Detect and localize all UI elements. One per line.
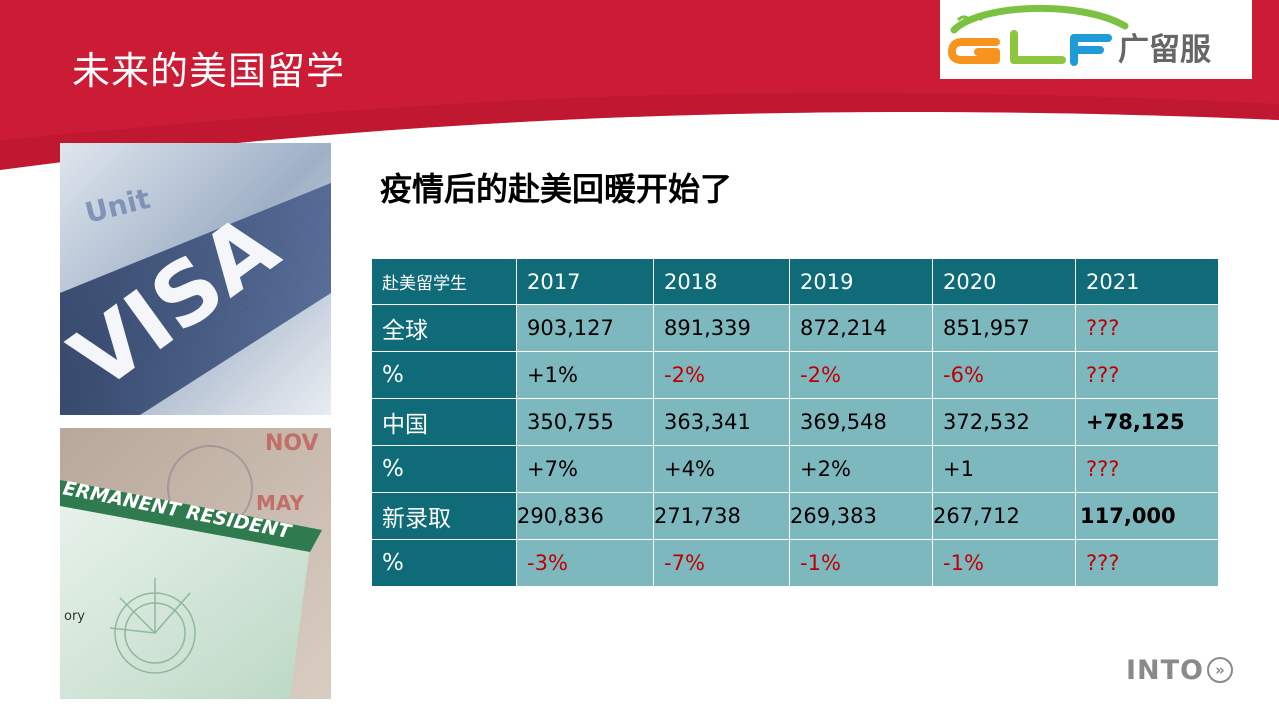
stamp-may-text: MAY xyxy=(256,491,304,515)
table-cell: -1% xyxy=(932,539,1076,587)
header-cell-year: 2018 xyxy=(653,258,790,305)
header-cell-year: 2021 xyxy=(1075,258,1219,305)
row-label: % xyxy=(371,539,517,587)
table-cell: 350,755 xyxy=(516,398,654,446)
slide-title: 未来的美国留学 xyxy=(72,49,346,93)
double-chevron-right-icon: » xyxy=(1207,657,1233,683)
table-cell: ??? xyxy=(1075,445,1219,493)
table-row-new-admissions-percent: % -3% -7% -1% -1% ??? xyxy=(371,539,1219,587)
table-cell: -3% xyxy=(516,539,654,587)
header-cell-label: 赴美留学生 xyxy=(371,258,517,305)
green-card-photo: NOV MAY ERMANENT RESIDENT ory xyxy=(60,428,331,699)
table-cell: 271,738 xyxy=(653,492,790,540)
table-cell: 290,836 xyxy=(516,492,654,540)
table-cell: +78,125 xyxy=(1075,398,1219,446)
table-cell: 372,532 xyxy=(932,398,1076,446)
table-cell: ??? xyxy=(1075,539,1219,587)
header-cell-year: 2017 xyxy=(516,258,654,305)
table-cell: +2% xyxy=(789,445,933,493)
students-table: 赴美留学生 2017 2018 2019 2020 2021 全球 903,12… xyxy=(371,258,1219,587)
table-row-global-percent: % +1% -2% -2% -6% ??? xyxy=(371,351,1219,399)
visa-photo: VISA Unit xyxy=(60,143,331,415)
table-cell: 267,712 xyxy=(932,492,1076,540)
table-cell: -1% xyxy=(789,539,933,587)
table-cell: 117,000 xyxy=(1075,492,1219,540)
card-partial-text: ory xyxy=(64,609,85,624)
table-cell: 369,548 xyxy=(789,398,933,446)
table-row-china: 中国 350,755 363,341 369,548 372,532 +78,1… xyxy=(371,398,1219,446)
table-cell: +1 xyxy=(932,445,1076,493)
table-cell: 872,214 xyxy=(789,304,933,352)
table-cell: +1% xyxy=(516,351,654,399)
slide-subtitle: 疫情后的赴美回暖开始了 xyxy=(380,170,733,208)
table-cell: 891,339 xyxy=(653,304,790,352)
row-label: 全球 xyxy=(371,304,517,352)
row-label: 中国 xyxy=(371,398,517,446)
table-cell: -7% xyxy=(653,539,790,587)
table-cell: ??? xyxy=(1075,351,1219,399)
table-cell: 363,341 xyxy=(653,398,790,446)
header-cell-year: 2019 xyxy=(789,258,933,305)
table-cell: 269,383 xyxy=(789,492,933,540)
into-logo-text: INTO xyxy=(1126,655,1205,686)
header-cell-year: 2020 xyxy=(932,258,1076,305)
table-cell: 851,957 xyxy=(932,304,1076,352)
table-row-china-percent: % +7% +4% +2% +1 ??? xyxy=(371,445,1219,493)
glf-logo: 广留服 xyxy=(940,0,1252,79)
stamp-nov-text: NOV xyxy=(265,431,319,456)
table-header-row: 赴美留学生 2017 2018 2019 2020 2021 xyxy=(371,258,1219,305)
table-row-new-admissions: 新录取 290,836 271,738 269,383 267,712 117,… xyxy=(371,492,1219,540)
table-cell: -2% xyxy=(789,351,933,399)
table-cell: -6% xyxy=(932,351,1076,399)
table-cell: +7% xyxy=(516,445,654,493)
table-row-global: 全球 903,127 891,339 872,214 851,957 ??? xyxy=(371,304,1219,352)
glf-logo-chinese-text: 广留服 xyxy=(1118,32,1211,68)
row-label: % xyxy=(371,351,517,399)
table-cell: 903,127 xyxy=(516,304,654,352)
table-cell: ??? xyxy=(1075,304,1219,352)
glf-logo-mark xyxy=(948,4,1129,66)
row-label: 新录取 xyxy=(371,492,517,540)
row-label: % xyxy=(371,445,517,493)
table-cell: -2% xyxy=(653,351,790,399)
table-cell: +4% xyxy=(653,445,790,493)
